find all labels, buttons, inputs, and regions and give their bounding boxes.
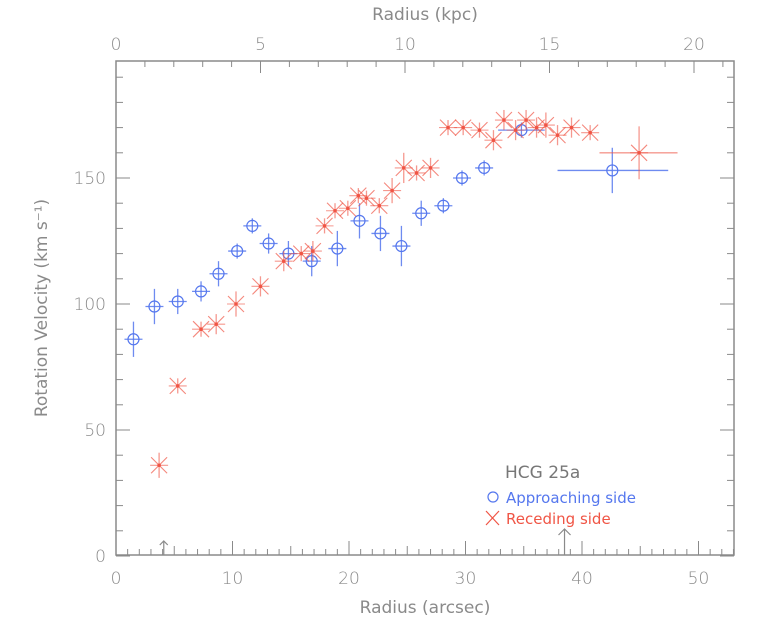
y-tick-label: 50	[84, 421, 106, 441]
x-tick-label: 10	[222, 569, 244, 589]
approaching-legend-circle-icon	[487, 491, 499, 503]
receding-data-point	[470, 121, 489, 139]
approaching-data-point	[145, 288, 164, 325]
approaching-data-point	[228, 243, 247, 259]
receding-data-point	[326, 202, 345, 220]
tick-labels: 0 10 20 30 40 50 0 5 10 15 20 0 50 100 150	[74, 35, 710, 589]
receding-data-point	[251, 276, 270, 297]
receding-data-point	[599, 126, 678, 180]
x-tick-label: 0	[111, 569, 122, 589]
ticks	[115, 61, 734, 557]
x-tick-label: 30	[455, 569, 477, 589]
receding-data-point	[454, 119, 473, 136]
receding-data-point	[581, 124, 600, 142]
receding-data-point	[407, 164, 426, 182]
approaching-data-point	[350, 203, 369, 239]
receding-data-point	[494, 109, 513, 131]
top-tick-label: 5	[255, 35, 266, 55]
plot-frame	[115, 60, 735, 556]
receding-data-point	[394, 152, 413, 184]
series-approaching	[124, 122, 669, 357]
receding-data-point	[506, 120, 525, 141]
x-tick-label: 50	[688, 569, 710, 589]
x-tick-label: 40	[571, 569, 593, 589]
receding-data-point	[303, 241, 322, 262]
approaching-data-point	[259, 233, 278, 254]
top-axis-title: Radius (kpc)	[372, 5, 478, 25]
receding-data-point	[338, 199, 357, 217]
receding-data-point	[207, 314, 226, 335]
approaching-data-point	[328, 230, 347, 267]
x-tick-label: 20	[338, 569, 360, 589]
receding-data-point	[484, 130, 503, 151]
receding-data-point	[383, 178, 402, 204]
receding-data-point	[292, 245, 311, 262]
y-tick-label: 150	[74, 169, 106, 189]
receding-data-point	[527, 117, 546, 138]
legend: HCG 25a Approaching side Receding side	[485, 463, 636, 528]
receding-data-point	[168, 377, 187, 395]
receding-data-point	[226, 291, 245, 317]
approaching-data-point	[168, 288, 187, 315]
approaching-data-point	[243, 218, 262, 234]
series-receding	[150, 109, 678, 478]
top-tick-label: 15	[539, 35, 561, 55]
arrow-markers	[159, 528, 571, 555]
receding-data-point	[517, 109, 536, 131]
receding-data-point	[274, 251, 293, 272]
approaching-data-point	[124, 321, 143, 357]
approaching-data-point	[209, 261, 228, 287]
arrow-up-icon	[159, 540, 169, 555]
arrow-up-icon	[558, 528, 571, 555]
legend-approaching-label: Approaching side	[506, 489, 636, 507]
receding-data-point	[439, 119, 458, 136]
x-axis-title: Radius (arcsec)	[360, 598, 491, 618]
y-axis-title: Rotation Velocity (km s⁻¹)	[32, 199, 52, 417]
approaching-data-point	[371, 215, 390, 252]
legend-receding-label: Receding side	[506, 510, 611, 528]
top-tick-label: 0	[111, 35, 122, 55]
y-tick-label: 100	[74, 295, 106, 315]
approaching-data-point	[557, 147, 669, 194]
approaching-data-point	[434, 198, 453, 214]
approaching-data-point	[475, 160, 494, 176]
axes	[115, 60, 735, 556]
receding-data-point	[370, 197, 389, 215]
approaching-data-point	[453, 170, 472, 186]
approaching-data-point	[412, 200, 431, 226]
receding-data-point	[536, 112, 555, 138]
receding-data-point	[562, 117, 581, 138]
top-tick-label: 20	[683, 35, 705, 55]
receding-data-point	[192, 320, 211, 338]
receding-data-point	[421, 157, 440, 178]
y-tick-label: 0	[95, 547, 106, 567]
approaching-data-point	[392, 225, 411, 267]
approaching-data-point	[192, 281, 211, 302]
receding-legend-cross-icon	[485, 510, 500, 526]
receding-data-point	[357, 189, 376, 207]
top-tick-label: 10	[394, 35, 416, 55]
legend-title: HCG 25a	[505, 463, 580, 483]
receding-data-point	[150, 452, 169, 478]
receding-data-point	[315, 217, 334, 235]
